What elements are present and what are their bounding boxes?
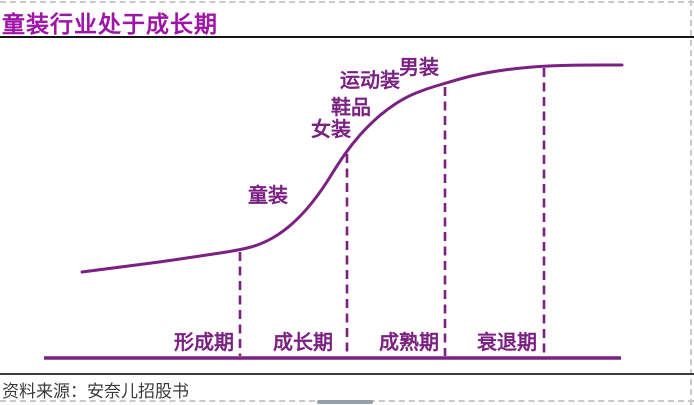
page-title: 童装行业处于成长期: [2, 11, 218, 37]
stage-label: 成长期: [273, 332, 333, 354]
curve-category-label: 女装: [311, 119, 351, 141]
stage-label: 形成期: [174, 332, 234, 354]
right-dashed-border: [690, 0, 692, 405]
curve-category-label: 男装: [399, 57, 439, 79]
curve-category-label: 童装: [248, 185, 288, 207]
lifecycle-curve: [80, 63, 624, 274]
stage-label: 成熟期: [379, 332, 439, 354]
stage-label: 衰退期: [477, 332, 537, 354]
horizontal-scrollbar-thumb[interactable]: [317, 400, 373, 404]
title-divider-line: [0, 36, 694, 38]
curve-category-label: 运动装: [340, 70, 400, 92]
top-dashed-border: [0, 1, 694, 3]
source-note: 资料来源：安奈儿招股书: [2, 382, 189, 401]
footer-divider-line: [0, 373, 694, 375]
curve-category-label: 鞋品: [331, 97, 371, 119]
